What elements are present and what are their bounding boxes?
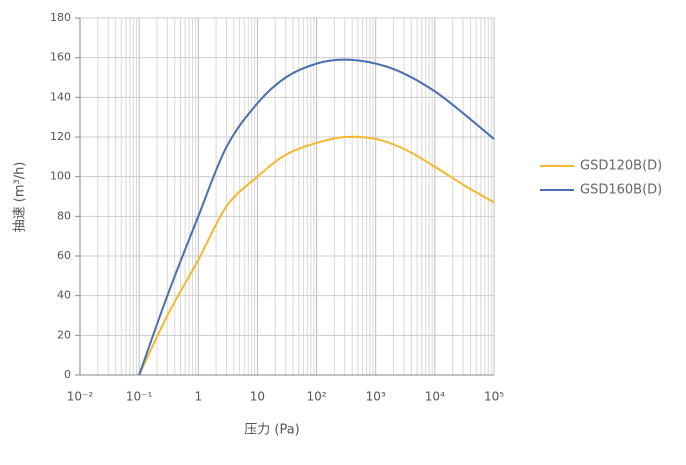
y-axis-label: 抽速 (m³/h) bbox=[13, 162, 28, 233]
x-tick-label: 10² bbox=[307, 390, 327, 404]
y-tick-label: 40 bbox=[57, 289, 71, 302]
x-tick-label: 10⁴ bbox=[425, 390, 445, 404]
y-tick-label: 120 bbox=[50, 130, 71, 143]
legend-item: GSD160B(D) bbox=[540, 183, 662, 198]
x-tick-label: 1 bbox=[194, 390, 202, 404]
y-tick-label: 80 bbox=[57, 209, 71, 222]
y-tick-label: 140 bbox=[50, 90, 71, 103]
legend-label: GSD120B(D) bbox=[580, 159, 662, 174]
legend-item: GSD120B(D) bbox=[540, 159, 662, 174]
y-tick-label: 100 bbox=[50, 170, 71, 183]
x-axis-label: 压力 (Pa) bbox=[244, 423, 300, 438]
x-tick-label: 10⁻² bbox=[67, 390, 94, 404]
x-tick-label: 10³ bbox=[366, 390, 386, 404]
y-tick-label: 160 bbox=[50, 51, 71, 64]
y-tick-label: 0 bbox=[64, 368, 71, 381]
x-tick-label: 10⁻¹ bbox=[126, 390, 153, 404]
y-tick-label: 60 bbox=[57, 249, 71, 262]
x-tick-label: 10⁵ bbox=[484, 390, 504, 404]
legend-label: GSD160B(D) bbox=[580, 183, 662, 198]
series-line bbox=[138, 135, 495, 376]
series-line bbox=[138, 58, 495, 376]
x-tick-label: 10 bbox=[250, 390, 265, 404]
y-tick-label: 180 bbox=[50, 11, 71, 24]
y-tick-label: 20 bbox=[57, 328, 71, 341]
